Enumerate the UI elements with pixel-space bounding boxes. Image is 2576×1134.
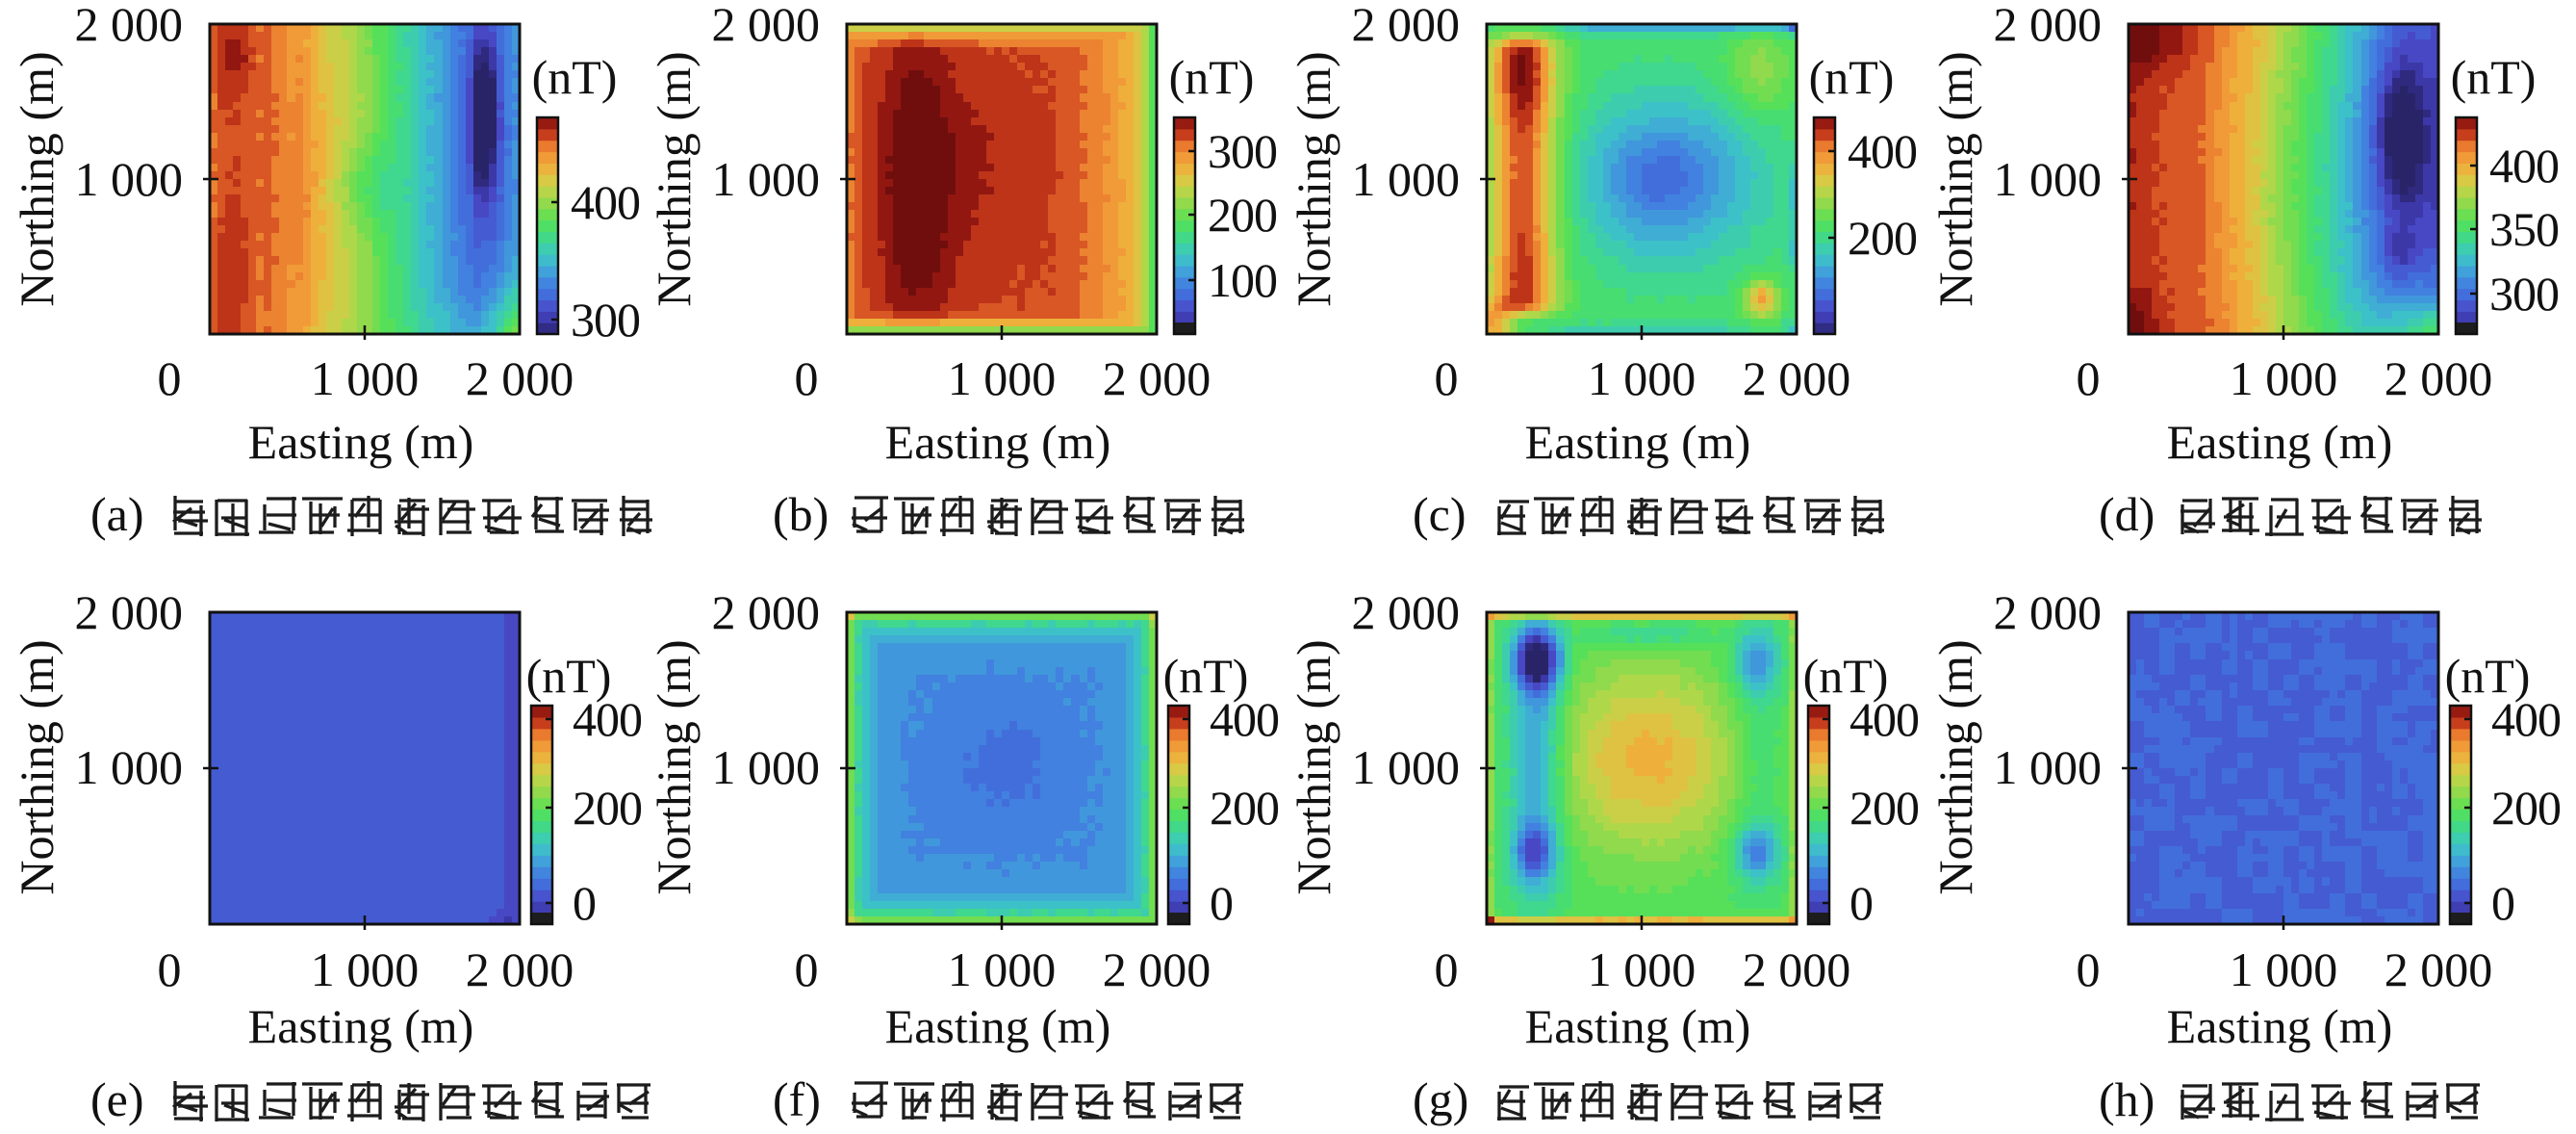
svg-text:400: 400 <box>573 692 642 746</box>
svg-text:Easting (m): Easting (m) <box>885 415 1111 469</box>
svg-text:2 000: 2 000 <box>75 0 184 51</box>
svg-text:0: 0 <box>795 351 819 405</box>
svg-text:2 000: 2 000 <box>1352 0 1461 51</box>
svg-text:Easting (m): Easting (m) <box>1525 415 1751 469</box>
svg-text:350: 350 <box>2489 202 2559 256</box>
svg-text:400: 400 <box>2489 139 2559 193</box>
svg-text:2 000: 2 000 <box>1994 0 2103 51</box>
svg-text:0: 0 <box>795 942 819 996</box>
svg-text:(g): (g) <box>1413 1072 1468 1126</box>
svg-text:300: 300 <box>1208 124 1277 178</box>
svg-text:1 000: 1 000 <box>1588 942 1696 996</box>
svg-text:(b): (b) <box>773 487 829 541</box>
svg-text:Easting (m): Easting (m) <box>885 999 1111 1053</box>
svg-text:(nT): (nT) <box>1163 649 1249 703</box>
svg-text:Easting (m): Easting (m) <box>248 999 474 1053</box>
svg-text:300: 300 <box>2489 267 2559 321</box>
svg-text:Northing (m): Northing (m) <box>1287 639 1340 894</box>
svg-text:(d): (d) <box>2099 487 2155 541</box>
svg-text:300: 300 <box>571 293 640 347</box>
svg-text:1 000: 1 000 <box>75 740 184 794</box>
svg-text:2 000: 2 000 <box>2385 351 2493 405</box>
svg-text:400: 400 <box>571 175 640 229</box>
svg-text:Northing (m): Northing (m) <box>10 639 64 894</box>
svg-text:200: 200 <box>1210 781 1279 835</box>
svg-text:0: 0 <box>1435 942 1459 996</box>
svg-text:Northing (m): Northing (m) <box>647 639 701 894</box>
svg-text:2 000: 2 000 <box>1743 942 1851 996</box>
svg-text:1 000: 1 000 <box>712 152 821 206</box>
svg-text:200: 200 <box>1848 211 1917 265</box>
svg-text:1 000: 1 000 <box>75 152 184 206</box>
svg-text:(nT): (nT) <box>1169 50 1255 104</box>
svg-text:400: 400 <box>1210 692 1279 746</box>
svg-text:0: 0 <box>2077 351 2101 405</box>
svg-text:2 000: 2 000 <box>1352 585 1461 639</box>
svg-text:1 000: 1 000 <box>2230 351 2338 405</box>
svg-text:(nT): (nT) <box>532 50 618 104</box>
svg-text:0: 0 <box>1435 351 1459 405</box>
svg-text:Northing (m): Northing (m) <box>1928 51 1982 306</box>
svg-text:Easting (m): Easting (m) <box>2167 415 2393 469</box>
svg-text:0: 0 <box>1849 876 1873 930</box>
svg-text:1 000: 1 000 <box>311 351 420 405</box>
svg-text:2 000: 2 000 <box>1103 351 1211 405</box>
svg-text:2 000: 2 000 <box>466 351 574 405</box>
svg-text:(a): (a) <box>90 487 144 541</box>
svg-text:0: 0 <box>158 351 182 405</box>
svg-text:1 000: 1 000 <box>311 942 420 996</box>
svg-text:(nT): (nT) <box>1803 649 1889 703</box>
svg-text:Northing (m): Northing (m) <box>10 51 64 306</box>
svg-text:200: 200 <box>1208 188 1277 242</box>
svg-text:1 000: 1 000 <box>1352 152 1461 206</box>
svg-text:(f): (f) <box>773 1072 821 1126</box>
svg-text:2 000: 2 000 <box>1103 942 1211 996</box>
svg-text:0: 0 <box>1210 876 1233 930</box>
svg-text:1 000: 1 000 <box>1994 152 2103 206</box>
svg-text:2 000: 2 000 <box>466 942 574 996</box>
svg-text:1 000: 1 000 <box>948 351 1057 405</box>
svg-text:0: 0 <box>158 942 182 996</box>
svg-text:Easting (m): Easting (m) <box>1525 999 1751 1053</box>
svg-text:2 000: 2 000 <box>712 585 821 639</box>
svg-text:400: 400 <box>1849 692 1919 746</box>
svg-text:0: 0 <box>573 876 596 930</box>
svg-text:1 000: 1 000 <box>1352 740 1461 794</box>
svg-text:Easting (m): Easting (m) <box>248 415 474 469</box>
svg-text:(nT): (nT) <box>2451 50 2537 104</box>
svg-text:1 000: 1 000 <box>948 942 1057 996</box>
svg-text:200: 200 <box>1849 781 1919 835</box>
svg-text:(nT): (nT) <box>1809 50 1895 104</box>
svg-text:2 000: 2 000 <box>712 0 821 51</box>
svg-text:2 000: 2 000 <box>1743 351 1851 405</box>
svg-text:(c): (c) <box>1413 487 1467 541</box>
svg-text:(nT): (nT) <box>526 649 612 703</box>
svg-text:2 000: 2 000 <box>75 585 184 639</box>
svg-text:Northing (m): Northing (m) <box>647 51 701 306</box>
svg-text:200: 200 <box>573 781 642 835</box>
svg-text:100: 100 <box>1208 253 1277 307</box>
svg-text:1 000: 1 000 <box>1588 351 1696 405</box>
svg-text:(e): (e) <box>90 1072 144 1126</box>
svg-text:1 000: 1 000 <box>712 740 821 794</box>
svg-text:400: 400 <box>1848 124 1917 178</box>
svg-text:Northing (m): Northing (m) <box>1287 51 1340 306</box>
